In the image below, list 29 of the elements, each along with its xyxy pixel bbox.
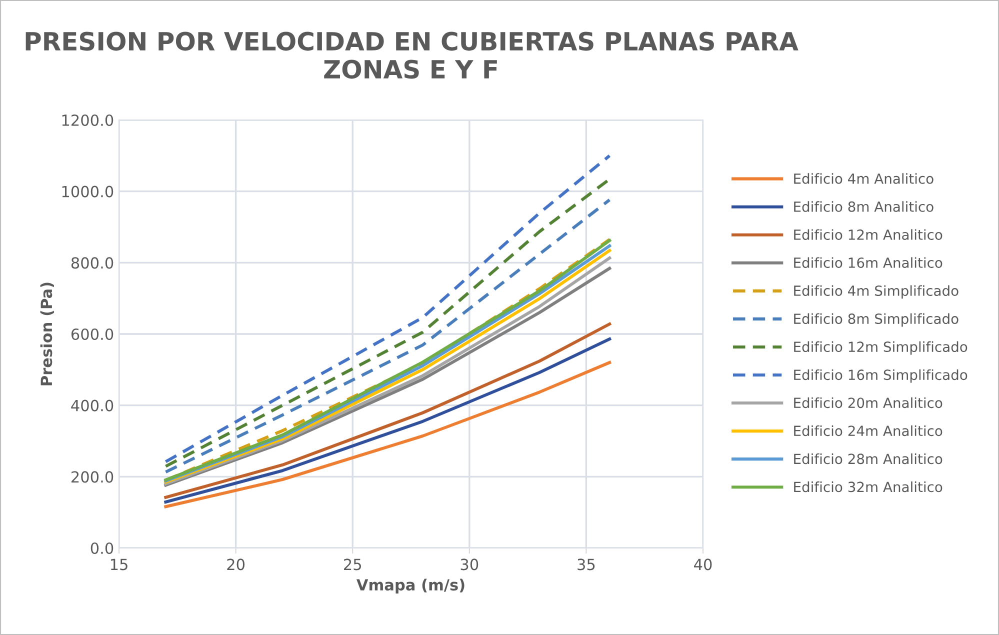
legend-label: Edificio 12m Analitico xyxy=(794,229,942,240)
x-tick-label: 15 xyxy=(110,558,128,570)
legend-label: Edificio 4m Analitico xyxy=(794,173,934,184)
y-tick-label: 800.0 xyxy=(71,257,114,269)
x-axis-title: Vmapa (m/s) xyxy=(356,578,464,594)
y-tick-label: 400.0 xyxy=(71,400,114,412)
y-tick-label: 1200.0 xyxy=(62,114,114,126)
legend-label: Edificio 28m Analitico xyxy=(794,453,942,464)
x-tick-label: 35 xyxy=(578,558,595,570)
legend-label: Edificio 16m Simplificado xyxy=(794,369,968,383)
y-tick-label: 0.0 xyxy=(90,542,114,554)
legend-label: Edificio 32m Analitico xyxy=(794,481,942,492)
legend-label: Edificio 4m Simplificado xyxy=(794,285,958,299)
y-tick-label: 1000.0 xyxy=(62,186,114,198)
legend-label: Edificio 24m Analitico xyxy=(794,425,942,436)
y-tick-label: 200.0 xyxy=(72,471,114,483)
y-tick-label: 600.0 xyxy=(71,328,114,340)
x-tick-label: 30 xyxy=(460,558,478,570)
legend-label: Edificio 20m Analitico xyxy=(794,397,942,408)
legend-label: Edificio 8m Analitico xyxy=(794,201,934,212)
legend-label: Edificio 16m Analitico xyxy=(794,257,942,268)
chart-title: PRESION POR VELOCIDAD EN CUBIERTAS PLANAS PARA ZONAS E Y F xyxy=(26,32,798,79)
x-tick-label: 25 xyxy=(344,558,361,570)
legend-label: Edificio 12m Simplificado xyxy=(794,341,968,355)
x-tick-label: 40 xyxy=(694,558,712,570)
y-axis-title: Presion (Pa) xyxy=(40,282,54,386)
line-series xyxy=(164,361,612,508)
legend-label: Edificio 8m Simplificado xyxy=(794,313,958,327)
x-tick-label: 20 xyxy=(227,558,245,570)
